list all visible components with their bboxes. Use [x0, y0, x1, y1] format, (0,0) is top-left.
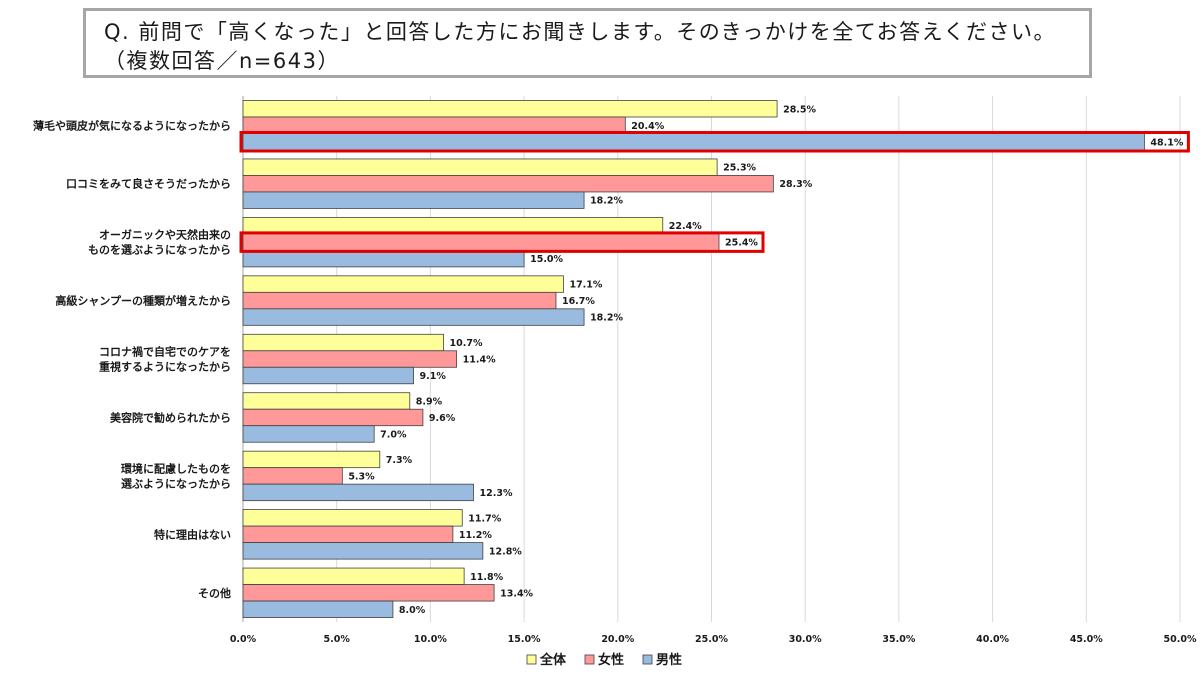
data-label: 13.4% [500, 588, 533, 599]
legend-swatch [526, 654, 537, 665]
data-label: 28.3% [779, 179, 812, 190]
bar [242, 175, 774, 193]
bar [242, 350, 458, 368]
bar [242, 191, 585, 209]
bar [242, 291, 557, 310]
data-label: 7.0% [380, 429, 407, 440]
legend-label: 男性 [656, 652, 682, 668]
bar [242, 158, 718, 176]
category-label: 美容院で勧められたから [110, 410, 231, 424]
data-label: 8.9% [416, 396, 443, 407]
legend-swatch [642, 654, 653, 665]
bar [242, 567, 465, 585]
bar [242, 525, 454, 544]
data-label: 5.3% [348, 471, 375, 482]
category-label: ものを選ぶようになったから [88, 244, 231, 257]
category-label: 選ぶようになったから [121, 477, 231, 490]
legend-swatch [584, 654, 595, 665]
x-tick-label: 20.0% [601, 634, 634, 645]
question-box: Q. 前問で「高くなった」と回答した方にお聞きします。そのきっかけを全てお答えく… [83, 8, 1092, 78]
legend-label: 全体 [539, 652, 567, 668]
bar [242, 366, 414, 385]
data-label: 12.3% [480, 488, 513, 499]
x-tick-label: 50.0% [1164, 634, 1197, 645]
bar [242, 600, 394, 618]
data-label: 11.7% [468, 513, 501, 524]
x-tick-label: 45.0% [1070, 634, 1103, 645]
data-label: 9.6% [429, 413, 456, 424]
data-label: 25.4% [725, 238, 758, 249]
bar [242, 308, 585, 326]
data-label: 11.4% [463, 355, 496, 366]
category-label: コロナ禍で自宅でのケアを [99, 345, 231, 359]
data-label: 16.7% [562, 296, 595, 307]
data-label: 11.2% [459, 530, 492, 541]
bar [242, 133, 1145, 151]
category-label: 高級シャンプーの種類が増えたから [55, 294, 231, 308]
category-label: オーガニックや天然由来の [99, 228, 231, 242]
data-label: 11.8% [470, 572, 503, 583]
legend-label: 女性 [598, 652, 624, 668]
bar [242, 392, 411, 410]
data-label: 12.8% [489, 546, 522, 557]
bar [242, 584, 495, 602]
highlight-box [239, 231, 765, 253]
x-tick-label: 40.0% [976, 634, 1009, 645]
bar [242, 333, 444, 352]
x-tick-label: 35.0% [882, 634, 915, 645]
category-label: 薄毛や頭皮が気になるようになったから [33, 118, 231, 132]
data-label: 10.7% [450, 338, 483, 349]
x-tick-label: 10.0% [414, 634, 447, 645]
question-text: Q. 前問で「高くなった」と回答した方にお聞きします。そのきっかけを全てお答えく… [104, 20, 1057, 73]
x-tick-label: 0.0% [230, 634, 257, 645]
data-label: 17.1% [569, 280, 602, 291]
data-label: 48.1% [1150, 137, 1183, 148]
x-tick-label: 30.0% [789, 634, 822, 645]
data-label: 18.2% [590, 196, 623, 207]
data-label: 25.3% [723, 163, 756, 174]
x-tick-label: 25.0% [695, 634, 728, 645]
highlight-box [239, 131, 1190, 153]
data-label: 20.4% [631, 121, 664, 132]
bar [242, 408, 424, 427]
bar [242, 450, 381, 469]
data-label: 18.2% [590, 313, 623, 324]
category-label: その他 [198, 586, 231, 600]
bar [242, 100, 778, 118]
bar [242, 509, 463, 527]
bar [242, 233, 720, 251]
bar [242, 483, 474, 502]
category-label: 環境に配慮したものを [121, 461, 231, 475]
bar [242, 542, 484, 560]
category-label: 口コミをみて良さそうだったから [66, 177, 231, 191]
data-label: 8.0% [399, 605, 426, 616]
category-label: 重視するようになったから [99, 360, 231, 374]
data-label: 9.1% [420, 371, 447, 382]
data-label: 22.4% [669, 221, 702, 232]
data-label: 15.0% [530, 254, 563, 265]
bar [242, 275, 564, 293]
category-label: 特に理由はない [154, 527, 231, 541]
x-tick-label: 15.0% [508, 634, 541, 645]
data-label: 28.5% [783, 104, 816, 115]
x-tick-label: 5.0% [324, 634, 351, 645]
bar [242, 425, 375, 443]
bar [242, 467, 343, 485]
data-label: 7.3% [386, 455, 413, 466]
